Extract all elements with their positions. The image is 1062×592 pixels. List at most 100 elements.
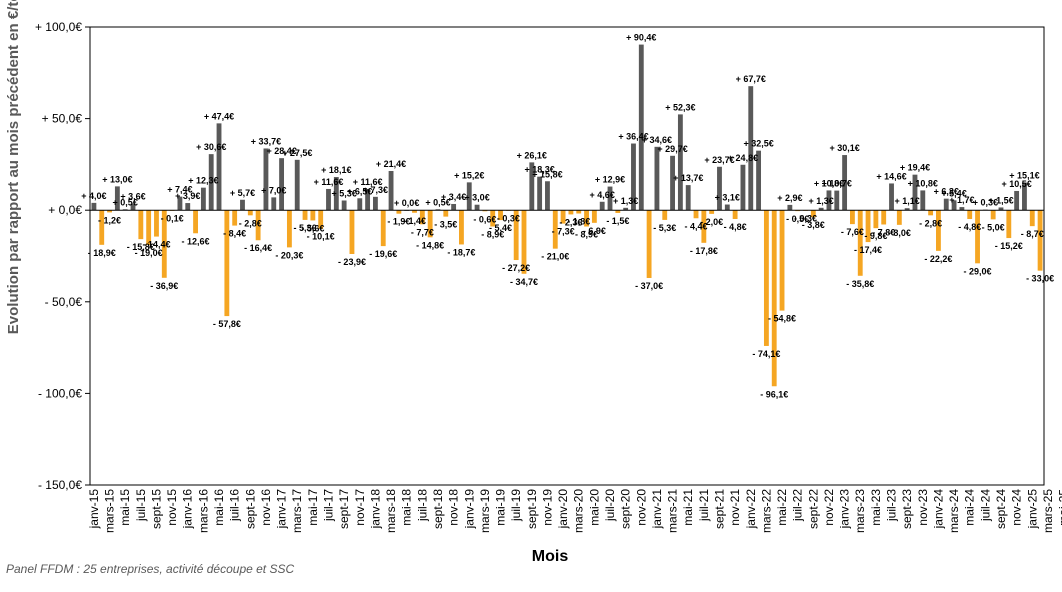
data-bar (920, 190, 926, 211)
data-label: - 0,3€ (497, 214, 520, 224)
x-tick-label: juil-16 (228, 489, 242, 522)
x-tick-label: nov-20 (634, 489, 648, 526)
data-bar (99, 210, 105, 245)
data-label: - 7,8€ (872, 227, 895, 237)
data-bar (724, 204, 730, 211)
data-label: - 7,3€ (552, 227, 575, 237)
data-bar (482, 210, 488, 212)
data-label: + 90,4€ (626, 33, 656, 43)
data-bar (951, 200, 957, 211)
data-label: - 5,6€ (301, 223, 324, 233)
data-label: - 17,8€ (690, 246, 718, 256)
data-label: - 7,6€ (841, 227, 864, 237)
data-label: + 0,5€ (113, 197, 138, 207)
x-tick-label: sept-22 (806, 489, 820, 529)
x-tick-label: janv-19 (462, 489, 476, 530)
data-label: + 3,4€ (441, 192, 466, 202)
data-label: - 29,0€ (964, 266, 992, 276)
data-label: + 27,5€ (282, 148, 312, 158)
data-label: - 1,2€ (98, 215, 121, 225)
data-label: - 18,9€ (88, 248, 116, 258)
data-bar (662, 210, 668, 220)
data-bar (396, 210, 402, 214)
data-bar (318, 210, 324, 229)
data-bar (654, 146, 660, 211)
data-label: + 47,4€ (204, 111, 234, 121)
x-tick-label: janv-18 (368, 489, 382, 530)
data-label: - 17,4€ (854, 245, 882, 255)
data-label: + 18,1€ (321, 165, 351, 175)
data-label: + 0,0€ (394, 198, 419, 208)
data-bar (896, 210, 902, 225)
x-tick-label: mars-16 (196, 489, 210, 533)
data-label: - 12,6€ (182, 236, 210, 246)
data-bar (459, 210, 464, 245)
data-bar (638, 44, 644, 211)
data-bar (1029, 210, 1035, 227)
data-bar (584, 210, 589, 227)
x-tick-label: sept-16 (243, 489, 257, 529)
data-bar (912, 174, 918, 211)
data-bar (341, 200, 347, 211)
data-bar (959, 207, 965, 211)
data-label: - 8,9€ (481, 230, 504, 240)
data-label: - 0,3€ (794, 214, 817, 224)
data-label: - 74,1€ (752, 349, 780, 359)
data-label: + 30,6€ (196, 142, 226, 152)
data-bar (904, 208, 910, 211)
data-label: - 4,8€ (958, 222, 981, 232)
data-label: + 36,4€ (618, 132, 648, 142)
data-label: + 7,0€ (261, 185, 286, 195)
data-bar (849, 210, 855, 225)
x-tick-label: janv-20 (556, 489, 570, 530)
data-label: + 28,4€ (266, 146, 296, 156)
data-label: - 8,9€ (575, 230, 598, 240)
data-label: + 6,3€ (934, 187, 959, 197)
x-tick-label: nov-17 (353, 489, 367, 526)
x-tick-label: nov-21 (728, 489, 742, 526)
data-bar (537, 176, 543, 211)
data-bar (474, 204, 480, 211)
data-label: + 30,1€ (829, 143, 859, 153)
data-bar (419, 210, 425, 225)
x-tick-label: nov-24 (1010, 489, 1024, 526)
data-bar (552, 210, 558, 249)
data-label: + 10,8€ (814, 178, 844, 188)
y-tick-label: - 50,0€ (45, 295, 83, 309)
data-bar (185, 203, 191, 211)
data-bar (357, 198, 363, 211)
data-bar (466, 182, 472, 211)
data-label: - 2,0€ (700, 217, 723, 227)
data-label: - 27,2€ (502, 263, 530, 273)
x-tick-label: juil-21 (697, 489, 711, 522)
data-label: - 36,9€ (150, 281, 178, 291)
data-bar (271, 197, 277, 211)
data-bar (138, 210, 144, 240)
data-bar (881, 210, 887, 225)
x-tick-label: mai-18 (400, 489, 414, 526)
data-bar (146, 210, 152, 246)
y-tick-label: + 50,0€ (42, 112, 83, 126)
data-label: + 4,6€ (590, 190, 615, 200)
source-note: Panel FFDM : 25 entreprises, activité dé… (6, 562, 295, 576)
data-label: + 21,4€ (376, 159, 406, 169)
data-label: - 2,8€ (919, 218, 942, 228)
data-label: + 7,3€ (363, 185, 388, 195)
x-tick-label: juil-20 (603, 489, 617, 522)
data-bar (779, 210, 785, 311)
x-tick-label: sept-24 (994, 489, 1008, 529)
data-bar (842, 155, 848, 211)
data-label: - 5,0€ (982, 222, 1005, 232)
data-label: + 18,3€ (524, 165, 554, 175)
data-label: - 54,8€ (768, 314, 796, 324)
data-label: - 8,7€ (1021, 229, 1044, 239)
data-bar (114, 186, 120, 211)
data-label: + 12,9€ (595, 175, 625, 185)
data-label: + 52,3€ (665, 102, 695, 112)
data-bar (732, 210, 738, 219)
x-tick-label: nov-22 (822, 489, 836, 526)
data-bar (889, 183, 894, 211)
x-tick-label: juil-15 (134, 489, 148, 522)
